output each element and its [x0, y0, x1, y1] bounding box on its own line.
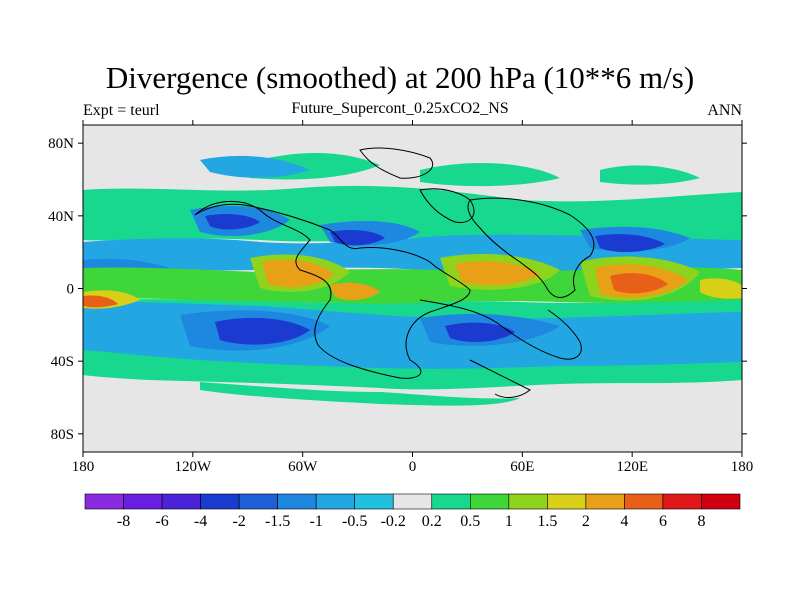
colorbar-label: -2: [232, 513, 245, 530]
season-label: ANN: [707, 102, 742, 119]
lat-tick-label: 80S: [51, 427, 74, 443]
colorbar-swatch: [238, 493, 278, 510]
colorbar-label: 4: [620, 513, 628, 530]
colorbar-swatch: [508, 493, 548, 510]
latitude-axis: 80N 40N 0 40S 80S: [48, 136, 747, 443]
lat-tick-label: 40N: [48, 209, 74, 225]
chart-subtitle: Future_Supercont_0.25xCO2_NS: [291, 100, 509, 117]
colorbar-label: -6: [155, 513, 168, 530]
lat-tick-label: 40S: [51, 354, 74, 370]
lon-tick-label: 0: [409, 459, 417, 475]
colorbar-swatch: [84, 493, 124, 510]
colorbar-swatch: [585, 493, 625, 510]
coastlines: [194, 147, 595, 398]
colorbar-swatch: [662, 493, 702, 510]
colorbar-swatch: [123, 493, 163, 510]
lat-tick-label: 0: [67, 282, 75, 298]
colorbar-label: 0.2: [422, 513, 442, 530]
lon-tick-label: 60E: [510, 459, 534, 475]
colorbar-swatch: [315, 493, 356, 510]
colorbar-label: 1.5: [537, 513, 557, 530]
colorbar-swatch: [624, 493, 664, 510]
lon-tick-label: 120E: [616, 459, 648, 475]
lon-tick-label: 120W: [174, 459, 212, 475]
lon-tick-label: 180: [72, 459, 95, 475]
colorbar: -8 -6 -4 -2 -1.5 -1 -0.5 -0.2 0.2 0.5 1 1.5 2 4 6 8: [84, 493, 741, 530]
colorbar-label: 6: [659, 513, 667, 530]
colorbar-label: -0.5: [342, 513, 367, 530]
colorbar-label: -8: [117, 513, 130, 530]
lon-tick-label: 180: [731, 459, 754, 475]
colorbar-swatch: [392, 493, 433, 510]
colorbar-label: 1: [505, 513, 513, 530]
colorbar-swatch: [354, 493, 394, 510]
colorbar-swatch: [277, 493, 317, 510]
colorbar-swatch: [431, 493, 471, 510]
colorbar-swatch: [547, 493, 587, 510]
colorbar-label: 2: [582, 513, 590, 530]
colorbar-swatch: [469, 493, 510, 510]
chart-title: Divergence (smoothed) at 200 hPa (10**6 …: [105, 60, 695, 95]
colorbar-label: 0.5: [460, 513, 480, 530]
lon-tick-label: 60W: [288, 459, 318, 475]
colorbar-swatch: [200, 493, 240, 510]
colorbar-swatch: [161, 493, 201, 510]
colorbar-label: 8: [697, 513, 705, 530]
colorbar-label: -1: [310, 513, 323, 530]
lat-tick-label: 80N: [48, 136, 74, 152]
colorbar-label: -0.2: [381, 513, 406, 530]
experiment-label: Expt = teurl: [83, 102, 160, 119]
colorbar-swatch: [701, 493, 741, 510]
colorbar-label: -1.5: [265, 513, 290, 530]
longitude-axis: 180 120W 60W 0 60E 120E 180: [72, 120, 754, 475]
colorbar-label: -4: [194, 513, 207, 530]
